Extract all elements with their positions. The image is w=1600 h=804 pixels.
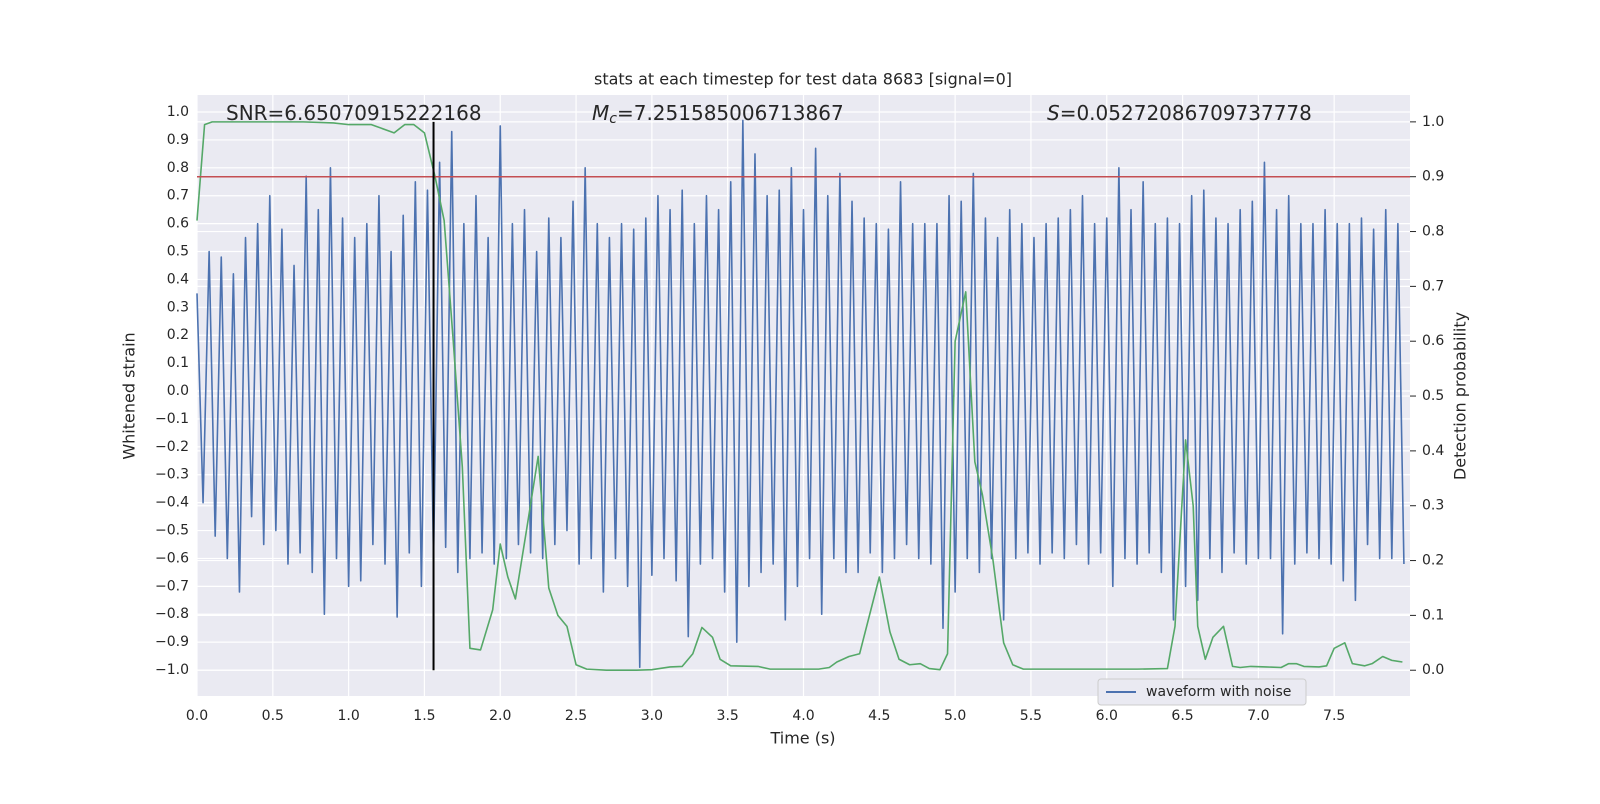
y2-tick-label: 0.5 bbox=[1422, 388, 1444, 404]
x-tick-label: 1.0 bbox=[337, 708, 359, 724]
x-tick-label: 4.0 bbox=[792, 708, 814, 724]
y-tick-label: 0.0 bbox=[167, 383, 189, 399]
y2-tick-label: 0.9 bbox=[1422, 169, 1444, 185]
x-tick-label: 3.5 bbox=[717, 708, 739, 724]
y2-tick-label: 0.1 bbox=[1422, 607, 1444, 623]
x-tick-label: 5.0 bbox=[944, 708, 966, 724]
x-tick-label: 2.5 bbox=[565, 708, 587, 724]
y-tick-label: −0.2 bbox=[155, 439, 189, 455]
y-tick-label: −1.0 bbox=[155, 662, 189, 678]
y2-axis-label: Detection probability bbox=[1451, 312, 1470, 480]
marks bbox=[196, 119, 1410, 672]
axes: 0.0 0.5 1.0 1.5 2.0 2.5 3.0 3.5 4.0 4.5 5.0 5.5 6.0 6… bbox=[155, 101, 1444, 725]
legend-box bbox=[1097, 678, 1307, 706]
x-tick-label: 0.5 bbox=[262, 708, 284, 724]
annotation-text: =0.05272086709737778 bbox=[1060, 101, 1312, 125]
y-tick-label: −0.8 bbox=[155, 606, 189, 622]
y2-tick-label: 0.4 bbox=[1422, 443, 1444, 459]
y-tick-label: 0.4 bbox=[167, 271, 189, 287]
series-line bbox=[196, 121, 1403, 672]
x-tick-label: 6.0 bbox=[1096, 708, 1118, 724]
x-tick-label: 5.5 bbox=[1020, 708, 1042, 724]
annotation: SNR=6.65070915222168 bbox=[226, 101, 482, 125]
y-tick-label: −0.4 bbox=[155, 495, 189, 511]
x-axis-label: Time (s) bbox=[769, 729, 835, 748]
y-axis-label: Whitened strain bbox=[120, 332, 139, 459]
y-tick-label: 0.7 bbox=[167, 188, 189, 204]
y2-tick-label: 0.0 bbox=[1422, 662, 1444, 678]
y2-tick-label: 1.0 bbox=[1422, 114, 1444, 130]
y2-tick-label: 0.3 bbox=[1422, 498, 1444, 514]
x-tick-label: 0.0 bbox=[186, 708, 208, 724]
y-tick-label: 0.6 bbox=[167, 216, 189, 232]
legend-label: waveform with noise bbox=[1146, 684, 1291, 700]
y-tick-label: 0.2 bbox=[167, 327, 189, 343]
y-tick-label: 0.9 bbox=[167, 132, 189, 148]
y-tick-label: 0.1 bbox=[167, 355, 189, 371]
x-tick-label: 1.5 bbox=[413, 708, 435, 724]
annotation-text: SNR=6.65070915222168 bbox=[226, 101, 482, 125]
y-tick-label: −0.6 bbox=[155, 550, 189, 566]
y-tick-label: −0.9 bbox=[155, 634, 189, 650]
y2-tick-label: 0.2 bbox=[1422, 553, 1444, 569]
y2-tick-label: 0.7 bbox=[1422, 278, 1444, 294]
y-tick-label: 1.0 bbox=[167, 104, 189, 120]
x-tick-label: 7.5 bbox=[1323, 708, 1345, 724]
annotation-symbol: S bbox=[1047, 101, 1060, 125]
annotation-symbol: M bbox=[592, 101, 609, 125]
annotation-text: =7.251585006713867 bbox=[617, 101, 844, 125]
annotation-subscript: c bbox=[609, 111, 617, 127]
y-tick-label: 0.8 bbox=[167, 160, 189, 176]
x-tick-label: 2.0 bbox=[489, 708, 511, 724]
x-tick-label: 7.0 bbox=[1247, 708, 1269, 724]
chart-title: stats at each timestep for test data 868… bbox=[594, 70, 1012, 89]
x-tick-label: 6.5 bbox=[1171, 708, 1193, 724]
x-tick-label: 4.5 bbox=[868, 708, 890, 724]
x-tick-label: 3.0 bbox=[641, 708, 663, 724]
y-tick-label: 0.3 bbox=[167, 299, 189, 315]
annotation: S=0.05272086709737778 bbox=[1047, 101, 1312, 125]
annotation: Mc=7.251585006713867 bbox=[592, 101, 844, 128]
y2-tick-label: 0.6 bbox=[1422, 333, 1444, 349]
series-line bbox=[196, 119, 1405, 669]
y-tick-label: −0.3 bbox=[155, 467, 189, 483]
y-tick-label: −0.1 bbox=[155, 411, 189, 427]
y-tick-label: −0.7 bbox=[155, 578, 189, 594]
y-tick-label: −0.5 bbox=[155, 523, 189, 539]
y2-tick-label: 0.8 bbox=[1422, 224, 1444, 240]
y-tick-label: 0.5 bbox=[167, 244, 189, 260]
